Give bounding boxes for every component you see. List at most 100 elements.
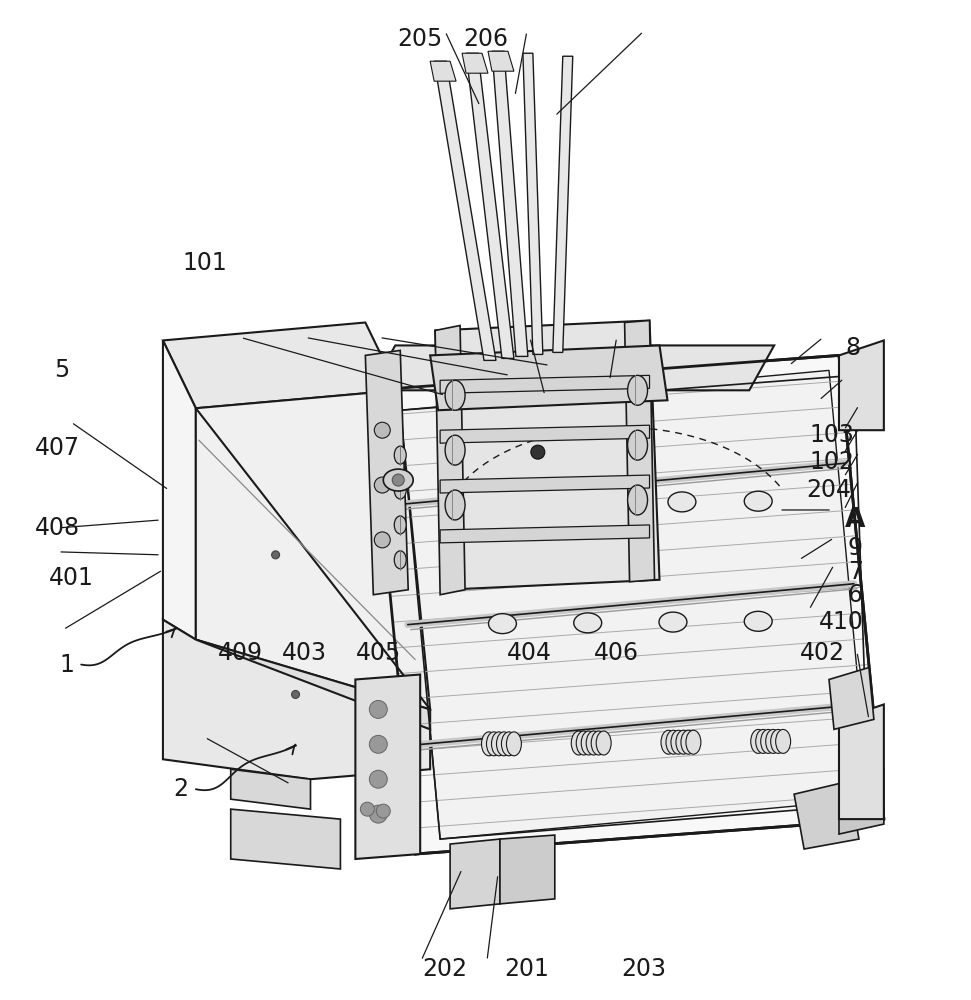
Ellipse shape: [627, 375, 648, 405]
Ellipse shape: [587, 493, 615, 513]
Text: 103: 103: [810, 423, 854, 447]
Ellipse shape: [591, 731, 606, 755]
Circle shape: [360, 802, 374, 816]
Circle shape: [392, 474, 404, 486]
Ellipse shape: [486, 732, 501, 756]
Text: 204: 204: [807, 478, 852, 502]
Polygon shape: [163, 322, 398, 408]
Polygon shape: [552, 56, 573, 352]
Polygon shape: [451, 839, 500, 909]
Text: 205: 205: [397, 27, 442, 51]
Polygon shape: [839, 704, 884, 819]
Polygon shape: [829, 668, 874, 729]
Polygon shape: [500, 835, 554, 904]
Ellipse shape: [394, 551, 406, 569]
Ellipse shape: [394, 481, 406, 499]
Polygon shape: [370, 355, 884, 854]
Ellipse shape: [488, 614, 517, 634]
Text: 101: 101: [183, 251, 227, 275]
Text: 6: 6: [848, 583, 863, 607]
Polygon shape: [839, 769, 884, 834]
Text: 201: 201: [505, 957, 550, 981]
Circle shape: [369, 700, 387, 718]
Ellipse shape: [496, 732, 512, 756]
Polygon shape: [435, 320, 659, 590]
Polygon shape: [370, 345, 774, 390]
Text: A: A: [845, 507, 865, 533]
Ellipse shape: [755, 729, 771, 753]
Ellipse shape: [666, 730, 681, 754]
Ellipse shape: [394, 516, 406, 534]
Polygon shape: [430, 61, 456, 81]
Ellipse shape: [576, 731, 591, 755]
Ellipse shape: [501, 732, 517, 756]
Circle shape: [531, 445, 545, 459]
Text: 206: 206: [463, 27, 508, 51]
Polygon shape: [231, 769, 311, 809]
Polygon shape: [355, 675, 420, 859]
Text: 403: 403: [282, 641, 327, 665]
Polygon shape: [196, 390, 430, 709]
Polygon shape: [434, 61, 496, 360]
Polygon shape: [430, 345, 667, 410]
Text: 410: 410: [820, 610, 864, 634]
Ellipse shape: [482, 732, 496, 756]
Ellipse shape: [445, 435, 465, 465]
Text: 404: 404: [507, 641, 552, 665]
Polygon shape: [440, 475, 650, 493]
Text: 9: 9: [848, 536, 863, 560]
Circle shape: [374, 532, 390, 548]
Text: 202: 202: [422, 957, 467, 981]
Ellipse shape: [627, 485, 648, 515]
Text: 402: 402: [800, 641, 845, 665]
Polygon shape: [492, 51, 528, 356]
Text: 2: 2: [173, 777, 188, 801]
Ellipse shape: [744, 611, 772, 631]
Polygon shape: [400, 370, 869, 839]
Polygon shape: [163, 340, 196, 640]
Ellipse shape: [766, 729, 781, 753]
Ellipse shape: [502, 493, 530, 513]
Polygon shape: [462, 53, 488, 73]
Ellipse shape: [384, 469, 414, 491]
Polygon shape: [365, 350, 408, 595]
Polygon shape: [163, 620, 430, 779]
Polygon shape: [794, 781, 859, 849]
Ellipse shape: [681, 730, 696, 754]
Polygon shape: [440, 375, 650, 393]
Ellipse shape: [582, 731, 596, 755]
Circle shape: [369, 805, 387, 823]
Polygon shape: [466, 53, 514, 358]
Ellipse shape: [744, 491, 772, 511]
Ellipse shape: [491, 732, 507, 756]
Text: 401: 401: [49, 566, 93, 590]
Ellipse shape: [445, 490, 465, 520]
Text: 407: 407: [35, 436, 80, 460]
Ellipse shape: [686, 730, 701, 754]
Ellipse shape: [445, 380, 465, 410]
Circle shape: [272, 551, 280, 559]
Ellipse shape: [571, 731, 586, 755]
Circle shape: [377, 804, 390, 818]
Ellipse shape: [676, 730, 691, 754]
Ellipse shape: [671, 730, 686, 754]
Text: 405: 405: [356, 641, 402, 665]
Polygon shape: [440, 525, 650, 543]
Ellipse shape: [586, 731, 601, 755]
Text: 7: 7: [848, 560, 863, 584]
Polygon shape: [231, 809, 341, 869]
Ellipse shape: [776, 729, 790, 753]
Circle shape: [374, 477, 390, 493]
Polygon shape: [440, 425, 650, 443]
Text: 102: 102: [810, 450, 854, 474]
Ellipse shape: [668, 492, 696, 512]
Ellipse shape: [574, 613, 602, 633]
Text: 406: 406: [593, 641, 639, 665]
Ellipse shape: [659, 612, 686, 632]
Ellipse shape: [596, 731, 611, 755]
Circle shape: [369, 735, 387, 753]
Ellipse shape: [760, 729, 776, 753]
Ellipse shape: [751, 729, 766, 753]
Ellipse shape: [394, 446, 406, 464]
Polygon shape: [624, 320, 654, 582]
